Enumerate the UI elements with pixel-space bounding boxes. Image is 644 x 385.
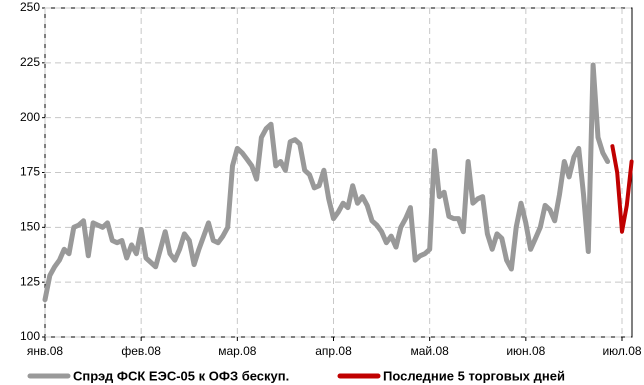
y-tick-label: 175 bbox=[20, 165, 40, 179]
y-tick-label: 225 bbox=[20, 55, 40, 69]
x-tick-label: май.08 bbox=[411, 344, 450, 358]
series-line bbox=[610, 144, 634, 234]
x-tick-label: апр.08 bbox=[315, 344, 352, 358]
x-tick-label: июн.08 bbox=[506, 344, 545, 358]
series-line bbox=[42, 62, 611, 303]
y-tick-label: 200 bbox=[20, 110, 40, 124]
y-tick-label: 100 bbox=[20, 329, 40, 343]
y-tick-label: 150 bbox=[20, 220, 40, 234]
x-tick-label: мар.08 bbox=[218, 344, 257, 358]
x-tick-label: янв.08 bbox=[27, 344, 64, 358]
y-tick-label: 250 bbox=[20, 0, 40, 14]
legend-label: Последние 5 торговых дней bbox=[383, 368, 565, 383]
legend-label: Спрэд ФСК ЕЭС-05 к ОФЗ бескуп. bbox=[73, 368, 289, 383]
y-tick-label: 125 bbox=[20, 274, 40, 288]
x-tick-label: фев.08 bbox=[121, 344, 161, 358]
x-tick-label: июл.08 bbox=[602, 344, 641, 358]
